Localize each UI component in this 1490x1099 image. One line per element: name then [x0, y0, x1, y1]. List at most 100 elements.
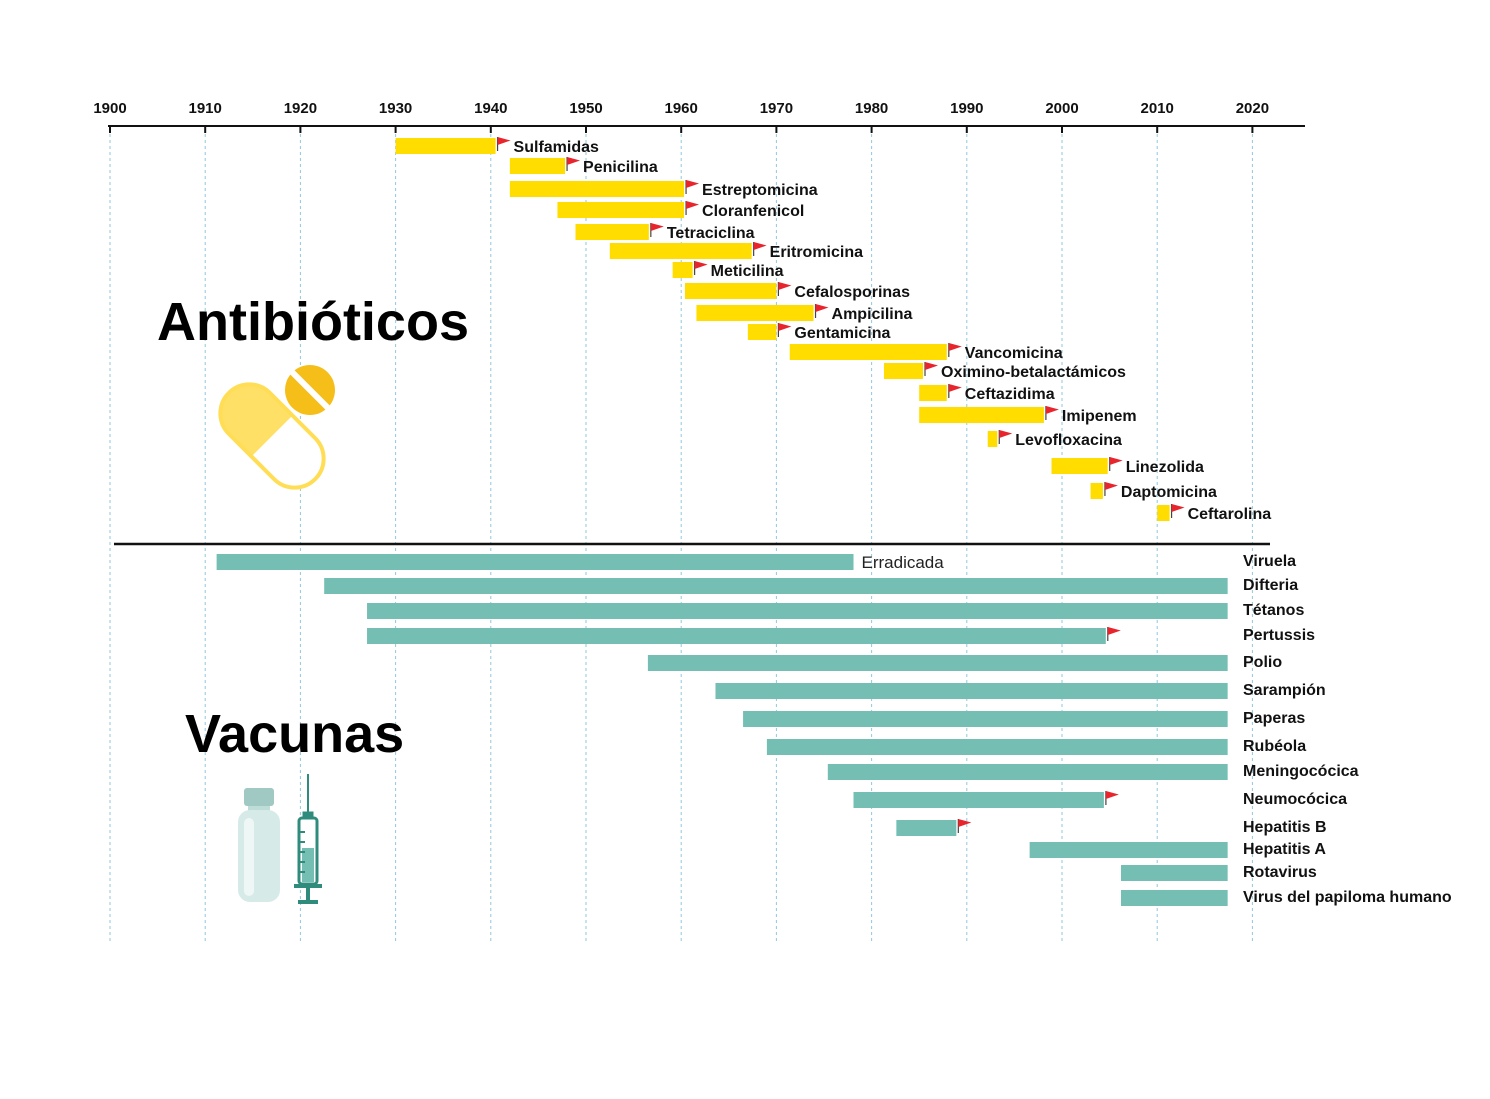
antibiotic-bar: [557, 202, 685, 218]
grid-lines: [109, 128, 1253, 944]
antibiotic-flag-icon: [948, 384, 962, 398]
antibiotic-bar: [685, 283, 777, 299]
vaccines-title: Vacunas: [185, 704, 404, 764]
x-axis: 1900 1910 1920 1930 1940 1950 1960 1970 1980 1990…: [93, 100, 1305, 133]
antibiotic-flag-icon: [685, 201, 700, 215]
vaccine-bar: [367, 628, 1106, 644]
vaccine-label: Polio: [1243, 654, 1282, 671]
antibiotic-flag-icon-cloth: [925, 362, 939, 370]
vaccine-flag-icon-cloth: [1107, 627, 1121, 635]
antibiotic-label: Penicilina: [583, 159, 658, 176]
antibiotic-flag-icon-cloth: [1109, 457, 1123, 465]
antibiotic-flag-icon: [1170, 504, 1185, 518]
antibiotic-flag-icon: [1104, 482, 1118, 496]
pill-icon: [218, 365, 335, 490]
antibiotic-bar: [1090, 483, 1103, 499]
antibiotic-flag-icon: [1045, 406, 1059, 420]
antibiotic-label: Cloranfenicol: [702, 203, 804, 220]
vaccine-label: Virus del papiloma humano: [1243, 889, 1452, 906]
antibiotic-label: Cefalosporinas: [794, 284, 910, 301]
antibiotic-flag-icon-cloth: [778, 282, 792, 290]
vaccine-label: Rotavirus: [1243, 864, 1317, 881]
antibiotics-series: Sulfamidas Penicilina Estreptomicina Cloran…: [395, 137, 1271, 523]
antibiotic-flag-icon: [1109, 457, 1123, 471]
antibiotic-label: Eritromicina: [770, 244, 863, 261]
antibiotic-label: Oximino-betalactámicos: [941, 364, 1126, 381]
vaccine-bar: [853, 792, 1104, 808]
antibiotic-flag-icon-cloth: [815, 304, 829, 312]
antibiotic-flag-icon-cloth: [694, 261, 708, 269]
antibiotic-bar: [883, 363, 924, 379]
antibiotic-flag-icon: [777, 282, 792, 296]
x-tick-label-1970: 1970: [760, 100, 793, 117]
antibiotic-flag-icon-cloth: [1171, 504, 1185, 512]
vaccine-bar: [743, 711, 1228, 727]
vaccine-label: Difteria: [1243, 577, 1298, 594]
vaccine-bar: [324, 578, 1228, 594]
vaccine-bar: [827, 764, 1228, 780]
antibiotic-flag-icon: [694, 261, 708, 275]
vaccine-bar: [715, 683, 1228, 699]
antibiotic-label: Linezolida: [1126, 459, 1204, 476]
vaccine-label: Sarampión: [1243, 682, 1326, 699]
x-tick-label-1900: 1900: [93, 100, 126, 117]
antibiotic-bar: [987, 431, 998, 447]
antibiotic-flag-icon: [998, 430, 1013, 444]
antibiotic-flag-icon: [566, 157, 581, 171]
antibiotic-flag-icon-cloth: [948, 384, 962, 392]
x-tick-label-2010: 2010: [1141, 100, 1174, 117]
vaccine-bar: [896, 820, 957, 836]
vaccine-bar: [647, 655, 1228, 671]
antibiotic-bar: [672, 262, 693, 278]
vaccine-bar: [766, 739, 1228, 755]
antibiotic-flag-icon-cloth: [948, 343, 962, 351]
antibiotic-flag-icon-cloth: [686, 180, 700, 188]
antibiotic-flag-icon: [924, 362, 939, 376]
vaccine-flag-icon-cloth: [1105, 791, 1119, 799]
antibiotic-bar: [696, 305, 814, 321]
antibiotic-bar: [575, 224, 649, 240]
x-tick-label-1950: 1950: [569, 100, 602, 117]
vaccine-flag-icon-cloth: [958, 819, 972, 827]
antibiotic-label: Sulfamidas: [514, 139, 599, 156]
antibiotic-bar: [609, 243, 752, 259]
vaccine-label: Neumocócica: [1243, 791, 1347, 808]
antibiotic-flag-icon-cloth: [778, 323, 792, 331]
antibiotic-label: Vancomicina: [965, 345, 1063, 362]
antibiotic-bar: [509, 158, 566, 174]
antibiotic-flag-icon-cloth: [650, 223, 664, 231]
x-tick-label-2000: 2000: [1045, 100, 1078, 117]
vaccine-label: Pertussis: [1243, 627, 1315, 644]
antibiotic-flag-icon-cloth: [497, 137, 511, 145]
antibiotic-label: Tetraciclina: [667, 225, 755, 242]
antibiotic-label: Ampicilina: [832, 306, 913, 323]
vaccine-flag-icon: [1107, 627, 1121, 641]
syringe-icon: [294, 774, 322, 904]
antibiotic-flag-icon: [948, 343, 962, 357]
antibiotic-label: Imipenem: [1062, 408, 1137, 425]
antibiotic-bar: [509, 181, 685, 197]
antibiotic-flag-icon-cloth: [1104, 482, 1118, 490]
antibiotic-flag-icon: [814, 304, 829, 318]
antibiotics-title: Antibióticos: [157, 292, 469, 352]
antibiotic-bar: [789, 344, 947, 360]
antibiotic-bar: [919, 385, 947, 401]
vaccine-label: Hepatitis B: [1243, 819, 1327, 836]
x-tick-label-2020: 2020: [1236, 100, 1269, 117]
vaccine-label: Meningocócica: [1243, 763, 1359, 780]
x-tick-label-1920: 1920: [284, 100, 317, 117]
antibiotic-label: Estreptomicina: [702, 182, 818, 199]
antibiotic-label: Levofloxacina: [1015, 432, 1122, 449]
vaccine-label: Hepatitis A: [1243, 841, 1326, 858]
antibiotic-flag-icon: [753, 242, 767, 256]
vaccine-bar: [1029, 842, 1228, 858]
antibiotic-bar: [395, 138, 496, 154]
antibiotic-flag-icon: [777, 323, 792, 337]
antibiotic-bar: [919, 407, 1044, 423]
antibiotic-bar: [1157, 505, 1170, 521]
vaccine-label: Tétanos: [1243, 602, 1304, 619]
x-tick-label-1980: 1980: [855, 100, 888, 117]
vaccine-label: Rubéola: [1243, 738, 1306, 755]
vial-icon: [238, 788, 280, 902]
